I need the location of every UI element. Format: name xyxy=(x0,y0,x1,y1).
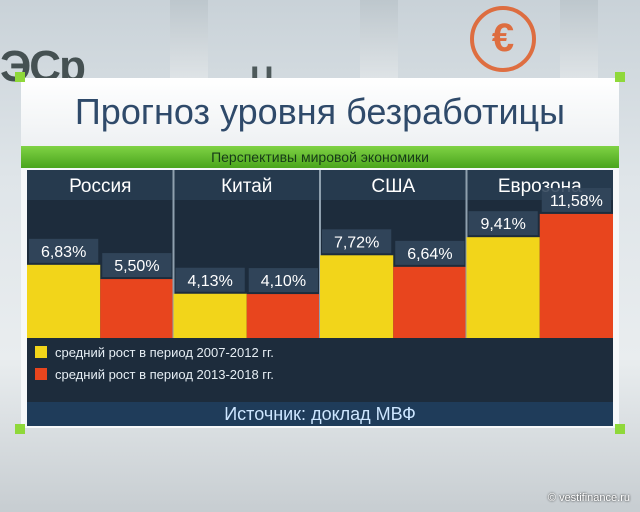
chart-card: Прогноз уровня безработицы Перспективы м… xyxy=(15,72,625,434)
data-label-box xyxy=(102,253,172,278)
card-corner-marker xyxy=(15,72,25,82)
data-label: 7,72% xyxy=(334,234,379,251)
bar-red xyxy=(393,266,467,338)
data-label-box xyxy=(29,238,99,263)
bar-red xyxy=(246,294,320,338)
bar-yellow xyxy=(173,293,247,338)
bar-chart: Россия 6,83% 5,50% Китай 4,13% 4,10% США 7,72% 6… xyxy=(27,170,613,338)
legend-item-series-1: средний рост в период 2007-2012 гг. xyxy=(35,344,274,362)
data-label: 4,10% xyxy=(261,273,306,290)
bar-yellow xyxy=(27,264,101,338)
group-separator xyxy=(172,170,175,338)
card-corner-marker xyxy=(15,424,25,434)
data-label: 5,50% xyxy=(114,258,159,275)
bar-yellow xyxy=(466,237,540,338)
legend-swatch-yellow xyxy=(35,346,47,358)
chart-legend: средний рост в период 2007-2012 гг. сред… xyxy=(27,338,613,404)
copyright-text: © vestifinance.ru xyxy=(547,492,630,504)
data-label-box xyxy=(322,229,392,254)
floor-reflection xyxy=(80,440,560,490)
bar-yellow xyxy=(320,255,394,338)
bar-red xyxy=(539,213,613,338)
data-label: 11,58% xyxy=(550,193,603,210)
bar-red xyxy=(100,279,174,338)
data-label: 6,83% xyxy=(41,244,86,261)
data-label-box xyxy=(175,267,245,292)
category-label: Китай xyxy=(221,176,272,197)
card-corner-marker xyxy=(615,72,625,82)
category-label: Россия xyxy=(69,176,131,197)
data-label: 4,13% xyxy=(187,273,232,290)
legend-label-series-1: средний рост в период 2007-2012 гг. xyxy=(55,345,274,360)
data-label: 6,64% xyxy=(407,246,452,263)
source-note: Источник: доклад МВФ xyxy=(27,402,613,426)
data-label: 9,41% xyxy=(480,216,525,233)
chart-panel: Россия 6,83% 5,50% Китай 4,13% 4,10% США 7,72% 6… xyxy=(27,170,613,402)
data-label-box xyxy=(468,211,538,236)
data-label-box xyxy=(248,268,318,293)
card-corner-marker xyxy=(615,424,625,434)
category-label: США xyxy=(371,176,415,197)
data-label-box xyxy=(395,240,465,265)
euro-icon: € xyxy=(470,6,536,72)
chart-title: Прогноз уровня безработицы xyxy=(21,78,619,146)
chart-subtitle: Перспективы мировой экономики xyxy=(21,146,619,168)
backdrop-pillar xyxy=(560,0,598,80)
legend-label-series-2: средний рост в период 2013-2018 гг. xyxy=(55,367,274,382)
backdrop-pillar xyxy=(170,0,208,80)
backdrop-pillar xyxy=(360,0,398,80)
group-separator xyxy=(319,170,321,338)
legend-swatch-red xyxy=(35,368,47,380)
legend-item-series-2: средний рост в период 2013-2018 гг. xyxy=(35,366,274,384)
data-label-box xyxy=(541,187,611,212)
